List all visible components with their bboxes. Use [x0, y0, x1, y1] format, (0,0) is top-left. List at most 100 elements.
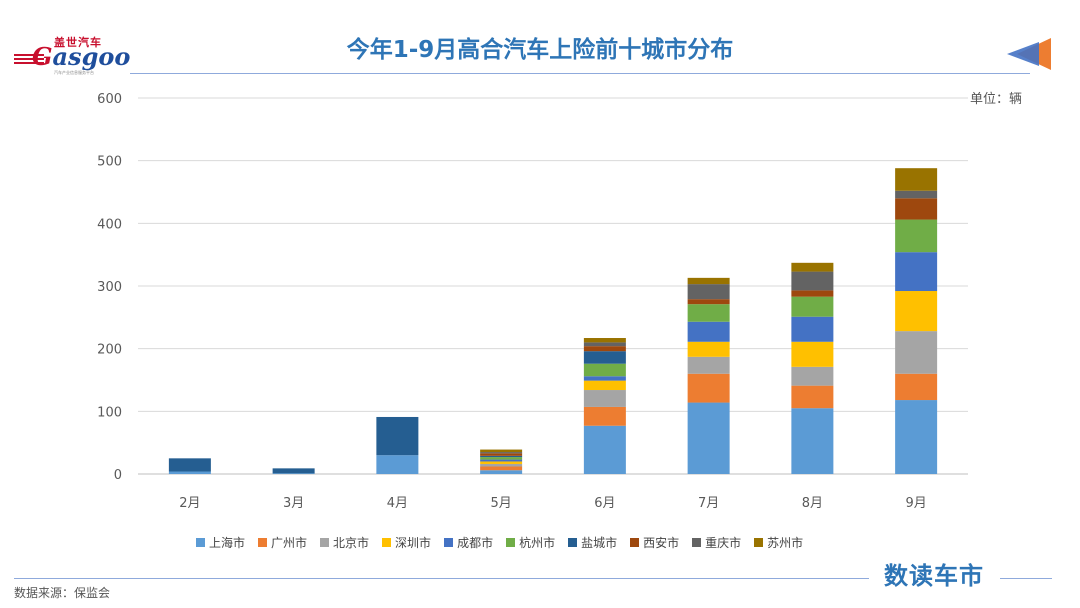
bar-segment: [480, 466, 523, 471]
bar-segment: [480, 455, 523, 458]
bar-segment: [480, 459, 523, 462]
x-tick-label: 4月: [387, 496, 408, 511]
legend-item: 苏州市: [754, 534, 803, 551]
logo-subtext: 汽车产业信息服务平台: [54, 70, 94, 75]
bar-segment: [583, 376, 626, 381]
y-tick-label: 0: [114, 468, 122, 483]
legend-label: 广州市: [271, 536, 308, 550]
legend-label: 西安市: [643, 536, 680, 550]
legend-label: 深圳市: [395, 536, 432, 550]
bar-segment: [480, 449, 523, 453]
bar-segment: [480, 453, 523, 456]
bar-segment: [687, 356, 730, 374]
bar-segment: [480, 461, 523, 464]
legend-swatch: [258, 538, 268, 547]
legend-label: 苏州市: [767, 536, 804, 550]
legend-swatch: [506, 538, 516, 547]
legend-item: 重庆市: [692, 534, 741, 551]
bar-segment: [791, 408, 834, 474]
bar-segment: [376, 416, 419, 456]
legend-swatch: [754, 538, 764, 547]
bar-segment: [791, 341, 834, 367]
bar-segment: [687, 402, 730, 474]
logo-word-rest: asgoo: [52, 42, 131, 71]
bar-segment: [895, 219, 938, 253]
legend-item: 成都市: [444, 534, 493, 551]
bar-segment: [791, 271, 834, 291]
bar-segment: [791, 296, 834, 317]
bar-segment: [480, 470, 523, 474]
legend-label: 重庆市: [705, 536, 742, 550]
x-tick-label: 7月: [698, 496, 719, 511]
logo-top-text: 盖世汽车: [54, 36, 102, 49]
bar-segment: [895, 400, 938, 474]
legend-swatch: [568, 538, 578, 547]
unit-label: 单位：辆: [969, 92, 1022, 107]
bar-segment: [895, 252, 938, 292]
brand-label: 数读车市: [884, 562, 984, 590]
bar-segment: [480, 452, 523, 454]
bar-segment: [168, 458, 211, 472]
bar-segment: [583, 342, 626, 347]
x-tick-label: 5月: [490, 496, 511, 511]
legend-label: 成都市: [457, 536, 494, 550]
bar-segment: [480, 457, 523, 460]
x-tick-label: 2月: [179, 496, 200, 511]
x-tick-label: 6月: [594, 496, 615, 511]
bar-segment: [480, 463, 523, 467]
corner-arrow-icon: [1007, 38, 1051, 70]
bar-segment: [791, 366, 834, 386]
bar-segment: [895, 373, 938, 401]
y-tick-label: 300: [97, 280, 122, 295]
bar-segment: [687, 341, 730, 357]
bar-segment: [272, 468, 315, 474]
legend-swatch: [196, 538, 205, 547]
bar-segment: [895, 291, 938, 332]
legend-swatch: [382, 538, 392, 547]
bar-segment: [583, 338, 626, 343]
bar-segment: [895, 198, 938, 220]
bar-segment: [583, 346, 626, 352]
title-divider: [130, 73, 1030, 74]
bar-segment: [583, 390, 626, 407]
legend-swatch: [320, 538, 330, 547]
legend-swatch: [630, 538, 640, 547]
legend-item: 深圳市: [382, 534, 431, 551]
bar-segment: [583, 406, 626, 426]
bar-segment: [895, 331, 938, 374]
footer-divider-left: [14, 578, 869, 579]
bar-segment: [895, 168, 938, 191]
x-tick-label: 3月: [283, 496, 304, 511]
legend-item: 广州市: [258, 534, 307, 551]
logo-stripes: [14, 54, 44, 66]
x-tick-label: 8月: [802, 496, 823, 511]
legend-swatch: [692, 538, 702, 547]
legend-label: 盐城市: [581, 536, 618, 550]
bar-segment: [791, 262, 834, 272]
bar-segment: [791, 316, 834, 342]
bar-segment: [791, 385, 834, 409]
bar-segment: [687, 321, 730, 342]
bar-segment: [583, 380, 626, 391]
legend-item: 西安市: [630, 534, 679, 551]
y-tick-label: 400: [97, 217, 122, 232]
bar-segment: [895, 190, 938, 199]
y-tick-label: 200: [97, 343, 122, 358]
legend-item: 杭州市: [506, 534, 555, 551]
bar-segment: [272, 473, 315, 474]
gasgoo-logo: 盖世汽车 Gasgoo 汽车产业信息服务平台: [14, 34, 130, 78]
chart-title: 今年1-9月高合汽车上险前十城市分布: [346, 37, 734, 63]
bar-segment: [687, 284, 730, 300]
bar-segment: [687, 373, 730, 403]
logo-wordmark: Gasgoo: [32, 42, 130, 71]
bar-segment: [687, 277, 730, 285]
logo-g-letter: G: [32, 42, 53, 71]
y-tick-label: 600: [97, 92, 122, 107]
y-tick-label: 500: [97, 155, 122, 170]
bar-segment: [687, 304, 730, 322]
data-source: 数据来源：保监会: [14, 586, 111, 600]
legend-item: 盐城市: [568, 534, 617, 551]
bar-segment: [376, 455, 419, 474]
bar-segment: [583, 425, 626, 474]
